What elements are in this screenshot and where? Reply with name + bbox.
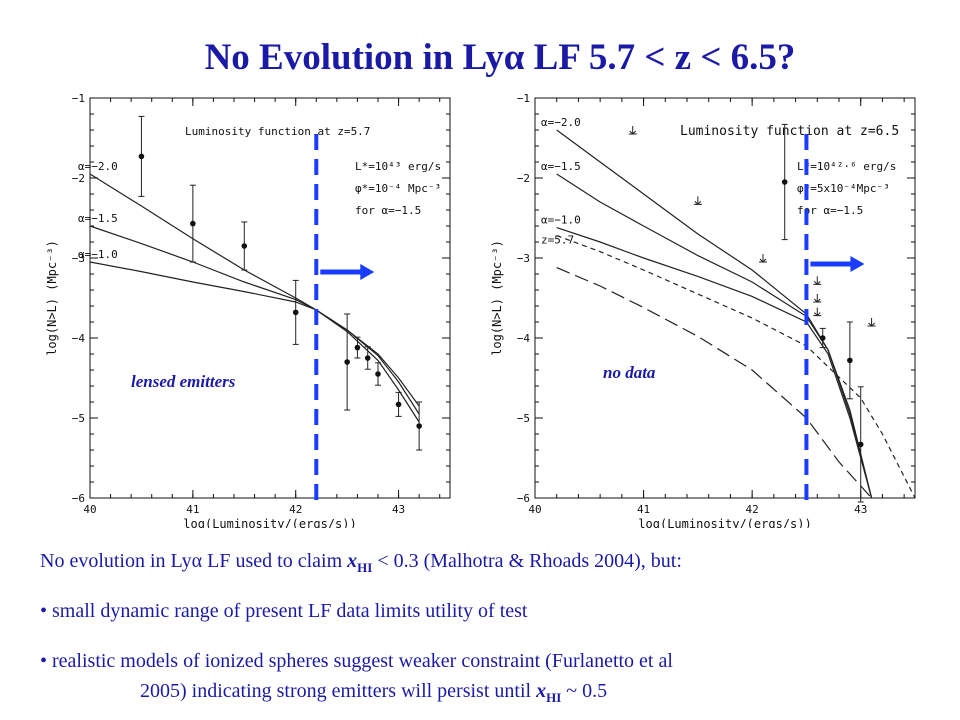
- upper-limit-marker: [759, 254, 767, 263]
- body-line-1: No evolution in Lyα LF used to claim xHI…: [40, 550, 682, 575]
- series-line: [89, 261, 420, 423]
- series-line: [556, 129, 873, 499]
- series-label: α=−1.5: [541, 160, 581, 173]
- chart-svg: 40 41 42 43 −1 −2 −3 −4 −5 −6 log(Luminosity/(ergs…: [45, 92, 451, 528]
- x-tick-label: 40: [528, 503, 541, 516]
- y-tick-label: −3: [72, 252, 85, 265]
- chart-annotation: φ*=10⁻⁴ Mpc⁻³: [355, 182, 441, 195]
- data-point: [138, 153, 145, 160]
- series-label: z=5.7: [541, 234, 574, 247]
- no-data-label: no data: [603, 363, 656, 382]
- series-line: [556, 267, 873, 499]
- data-point: [857, 441, 864, 448]
- y-tick-label: −1: [517, 92, 530, 105]
- y-tick-label: −2: [72, 172, 85, 185]
- bullet-2-continued: 2005) indicating strong emitters will pe…: [140, 680, 608, 705]
- data-point: [781, 179, 788, 185]
- data-point: [292, 309, 299, 316]
- chart-annotation: L*=10⁴²·⁶ erg/s: [797, 160, 896, 173]
- x-tick-label: 42: [289, 503, 302, 516]
- upper-limit-marker: [628, 126, 637, 135]
- chart-annotation: φ*=5x10⁻⁴Mpc⁻³: [797, 182, 890, 195]
- chart-panel-z65: 40 41 42 43 −1 −2 −3 −4 −5 −6 log(Luminosity/(ergs…: [485, 88, 920, 528]
- chart-annotation: for α=−1.5: [797, 204, 863, 217]
- series-line: [556, 173, 873, 499]
- x-tick-label: 40: [83, 503, 96, 516]
- y-tick-label: −5: [517, 412, 530, 425]
- data-point: [354, 344, 361, 351]
- series-label: α=−2.0: [78, 160, 118, 173]
- chart-title: Luminosity function at z=6.5: [680, 124, 899, 139]
- upper-limit-marker: [813, 294, 822, 303]
- data-point: [375, 371, 381, 377]
- y-axis-label: log(N>L) (Mpc⁻³): [45, 240, 59, 356]
- y-tick-label: −2: [517, 172, 530, 185]
- x-axis-label: log(Luminosity/(ergs/s)): [183, 517, 356, 528]
- y-tick-label: −6: [72, 492, 85, 505]
- upper-limit-marker: [867, 318, 876, 327]
- series-label: α=−2.0: [541, 116, 581, 129]
- chart-title: Luminosity function at z=5.7: [185, 125, 370, 138]
- chart-panel-z57: 40 41 42 43 −1 −2 −3 −4 −5 −6 log(Luminosity/(ergs…: [40, 88, 475, 528]
- arrow-head: [360, 264, 375, 280]
- chart-annotation: for α=−1.5: [355, 204, 421, 217]
- x-tick-label: 42: [746, 503, 759, 516]
- x-tick-label: 41: [637, 503, 650, 516]
- y-tick-label: −4: [72, 332, 86, 345]
- plot-frame: [89, 97, 451, 499]
- y-axis-label: log(N>L) (Mpc⁻³): [490, 240, 504, 356]
- y-tick-label: −3: [517, 252, 530, 265]
- series-line: [89, 225, 420, 415]
- data-point: [190, 220, 196, 227]
- upper-limit-marker: [813, 276, 822, 286]
- y-tick-label: −1: [72, 92, 85, 105]
- x-axis-label: log(Luminosity/(ergs/s)): [638, 517, 811, 528]
- x-tick-label: 43: [392, 503, 405, 516]
- chart-annotation: L*=10⁴³ erg/s: [355, 160, 441, 173]
- data-point: [364, 355, 371, 361]
- upper-limit-marker: [813, 307, 822, 317]
- data-point: [241, 243, 248, 249]
- chart-svg: 40 41 42 43 −1 −2 −3 −4 −5 −6 log(Luminosity/(ergs…: [490, 92, 916, 528]
- data-point: [416, 423, 422, 429]
- bullet-1: • small dynamic range of present LF data…: [40, 600, 528, 622]
- data-point: [819, 335, 826, 341]
- y-tick-label: −5: [72, 412, 85, 425]
- arrow-head: [850, 256, 865, 272]
- data-point: [847, 357, 853, 364]
- series-label: α=−1.5: [78, 212, 118, 225]
- x-tick-label: 41: [186, 503, 199, 516]
- lensed-emitters-label: lensed emitters: [131, 372, 236, 391]
- bullet-2: • realistic models of ionized spheres su…: [40, 650, 673, 672]
- data-point: [395, 401, 402, 408]
- y-tick-label: −6: [517, 492, 530, 505]
- series-line: [89, 173, 420, 407]
- upper-limit-marker: [693, 196, 702, 206]
- y-tick-label: −4: [517, 332, 531, 345]
- plot-frame: [534, 97, 916, 499]
- x-tick-label: 43: [854, 503, 867, 516]
- slide-title: No Evolution in Lyα LF 5.7 < z < 6.5?: [204, 37, 796, 78]
- data-point: [344, 359, 350, 365]
- series-line: [556, 227, 873, 499]
- series-label: α=−1.0: [541, 214, 581, 227]
- series-label: α=−1.0: [78, 248, 118, 261]
